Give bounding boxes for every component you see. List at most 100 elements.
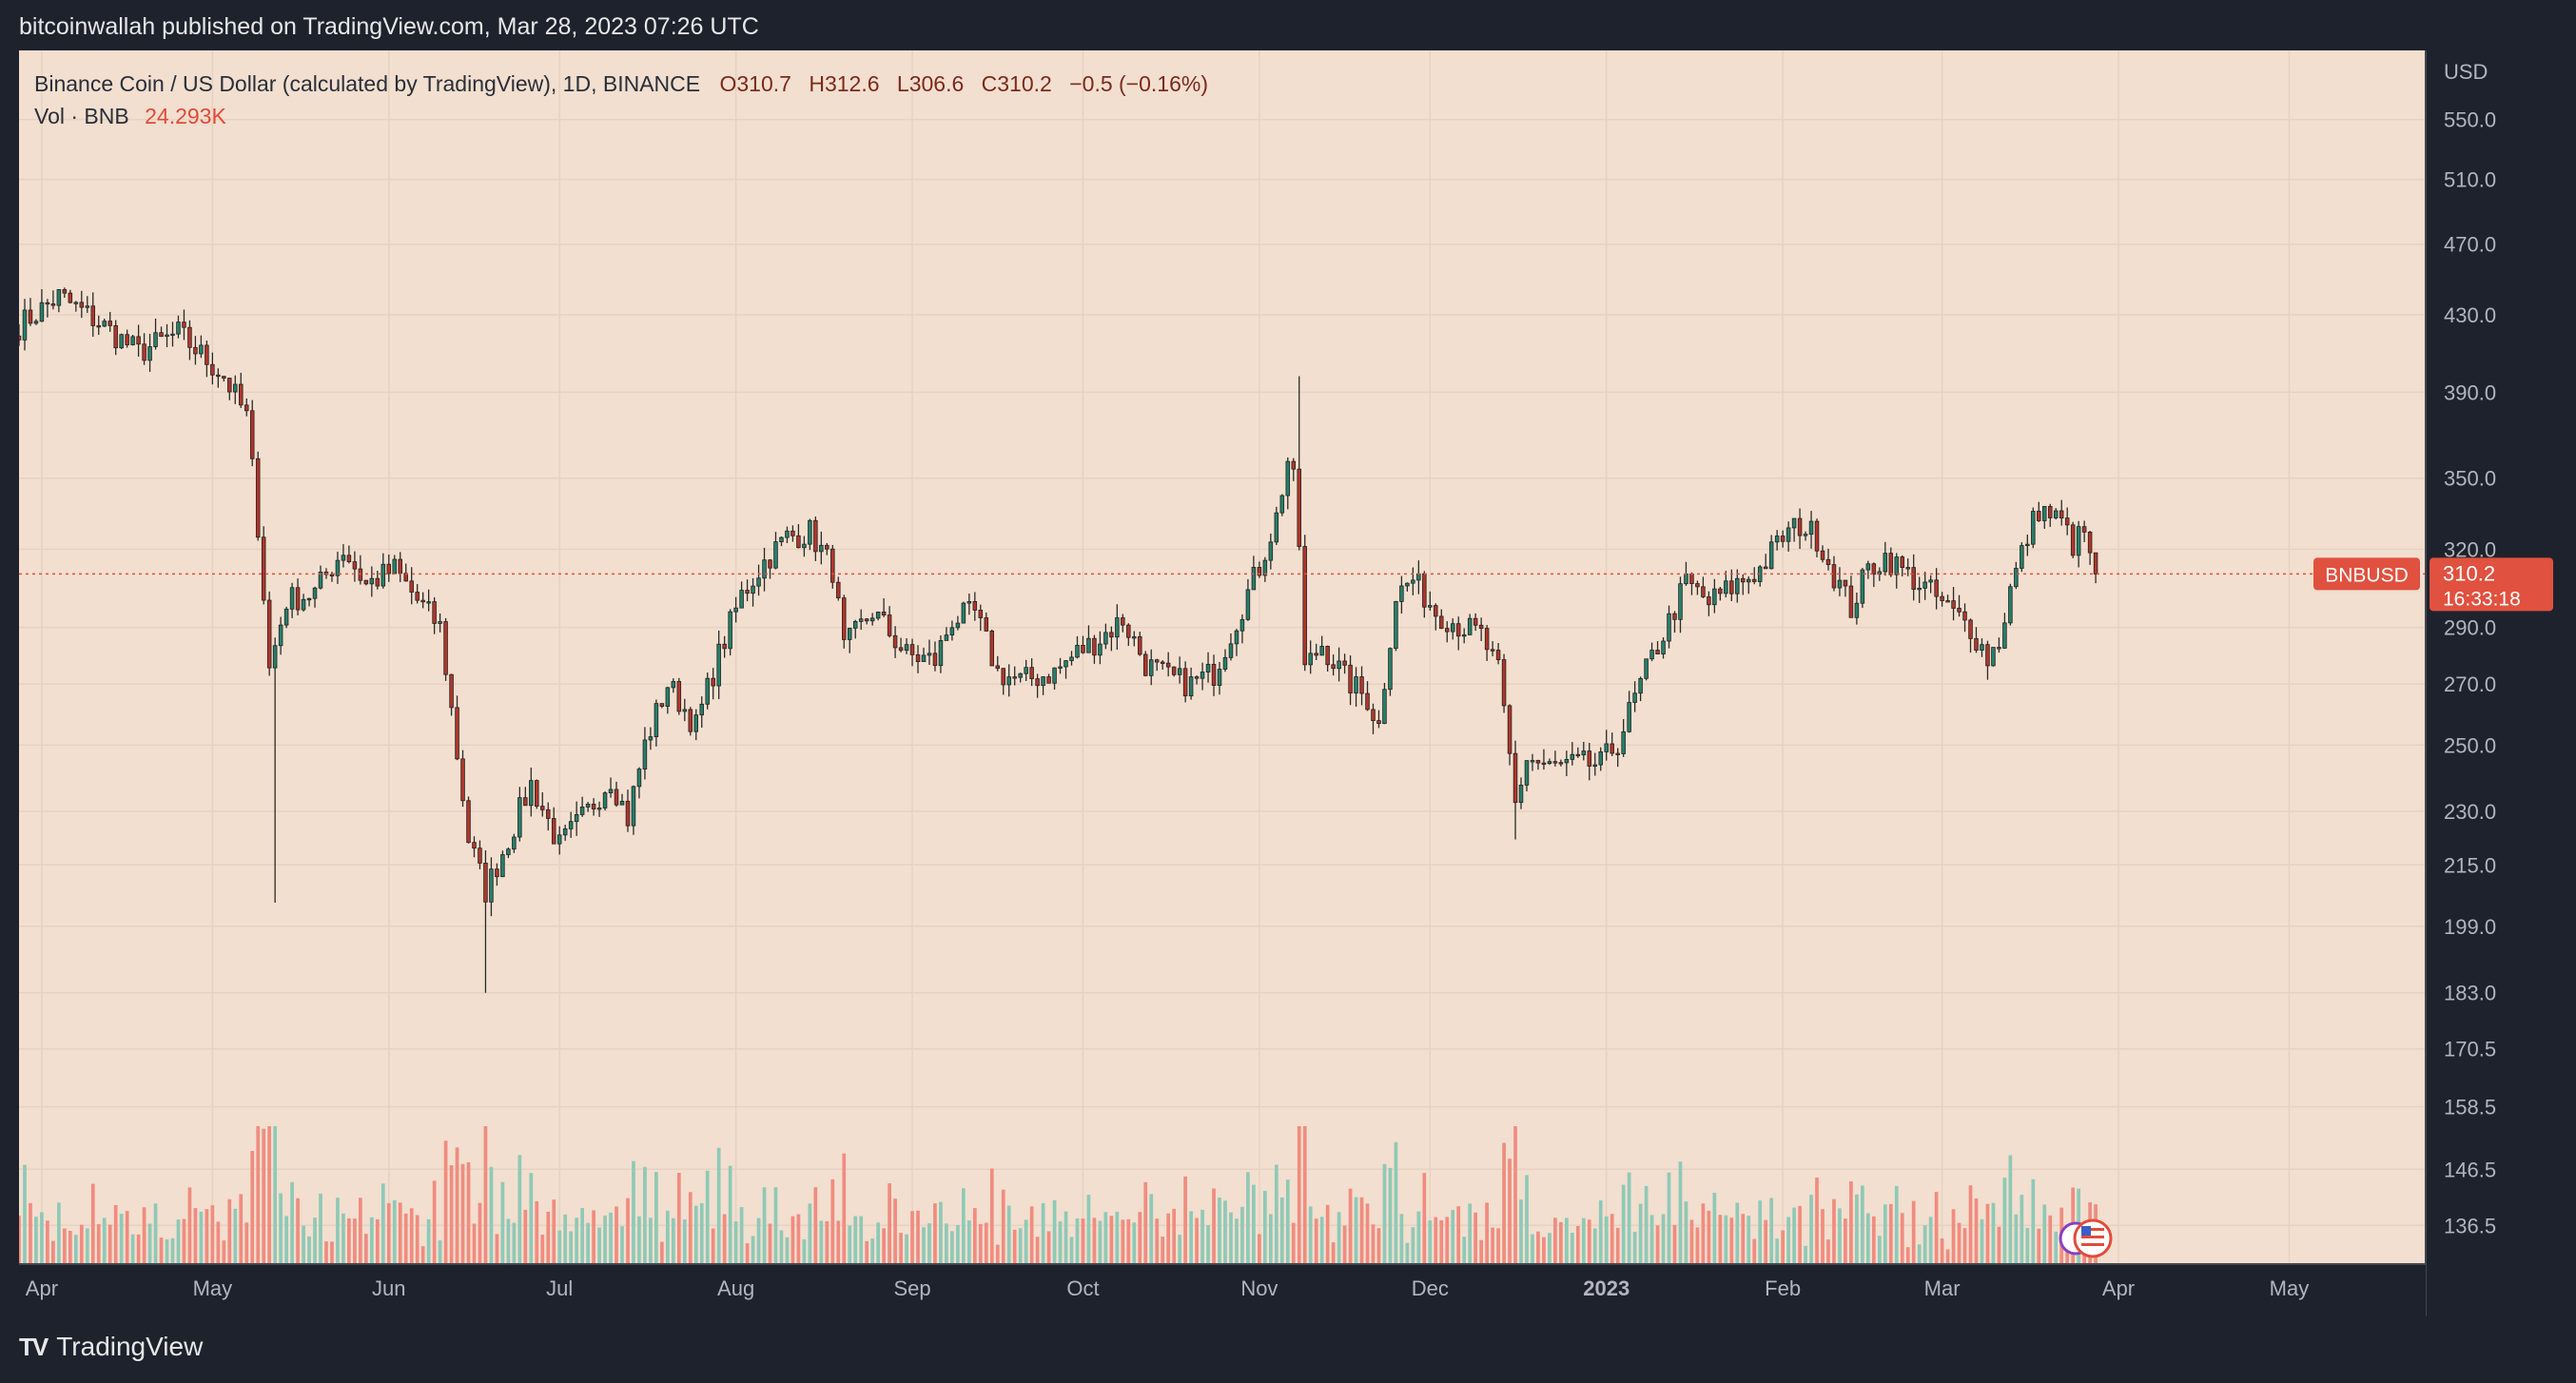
volume-bar: [876, 1222, 880, 1264]
candle-body: [1684, 573, 1688, 585]
volume-bar: [1138, 1212, 1142, 1264]
candle-body: [1991, 647, 1996, 667]
volume-bar: [244, 1222, 249, 1264]
time-axis: Apr May Jun Jul Aug Sep Oct Nov Dec 2023 Feb Mar Apr…: [19, 1263, 2426, 1316]
volume-bar: [210, 1205, 215, 1264]
volume-bar: [51, 1240, 55, 1264]
volume-bar: [1103, 1212, 1108, 1264]
candle-body: [1598, 751, 1603, 766]
candle-body: [1148, 659, 1154, 676]
candle-body: [68, 292, 73, 303]
volume-bar: [626, 1198, 630, 1264]
candle-body: [119, 334, 124, 349]
volume-bar: [699, 1202, 704, 1264]
volume-bar: [603, 1216, 607, 1264]
candle-body: [1211, 664, 1217, 686]
ticker-label: BNBUSD: [2325, 564, 2409, 586]
candle-body: [1922, 581, 1927, 589]
candle-body: [210, 363, 215, 376]
volume-bar: [1337, 1212, 1341, 1264]
candle-body: [460, 758, 465, 802]
volume-bar: [956, 1224, 960, 1264]
volume-bar: [90, 1183, 95, 1264]
volume-bar: [1086, 1195, 1091, 1264]
candle-body: [1382, 689, 1387, 725]
volume-bar: [1769, 1198, 1774, 1264]
volume-bar: [836, 1220, 841, 1264]
candle-body: [381, 563, 386, 587]
volume-bar: [85, 1228, 89, 1264]
volume-bar: [1046, 1231, 1051, 1264]
volume-bar: [546, 1211, 551, 1264]
candle-body: [944, 634, 949, 641]
candle-body: [898, 647, 904, 652]
candle-body: [147, 346, 152, 361]
volume-bar: [1223, 1200, 1227, 1264]
volume-bar: [1001, 1189, 1005, 1264]
candle-body: [79, 302, 85, 308]
volume-bar: [1985, 1203, 1990, 1264]
candle-body: [478, 847, 482, 864]
candle-body: [409, 580, 414, 593]
price-tick-label: 250.0: [2444, 733, 2496, 757]
candle-body: [272, 645, 278, 669]
candle-body: [688, 709, 693, 732]
candle-body: [1564, 758, 1570, 764]
candle-body: [842, 597, 847, 640]
volume-bar: [785, 1237, 790, 1264]
candle-body: [1535, 760, 1541, 764]
candle-body: [535, 780, 539, 808]
time-axis-bg: [19, 1264, 2426, 1316]
volume-bar: [273, 1126, 278, 1264]
volume-bar: [905, 1234, 908, 1264]
volume-bar: [233, 1208, 238, 1264]
volume-bar: [2008, 1155, 2013, 1264]
volume-bar: [978, 1223, 983, 1264]
price-chart[interactable]: USD 550.0 510.0 470.0 430.0 390.0 350.0 320.0 29…: [19, 50, 2557, 1316]
candle-body: [1154, 659, 1160, 663]
publish-info: bitcoinwallah published on TradingView.c…: [19, 13, 759, 40]
candle-body: [358, 568, 363, 581]
volume-bar: [222, 1240, 226, 1264]
volume-bar: [1991, 1202, 1996, 1264]
candle-body: [1012, 676, 1017, 679]
price-tick-label: 136.5: [2444, 1214, 2496, 1237]
volume-bar: [1764, 1219, 1768, 1264]
candle-body: [682, 709, 688, 712]
candle-body: [2002, 622, 2007, 649]
volume-bar: [1747, 1216, 1751, 1264]
candle-body: [1695, 583, 1700, 588]
volume-bar: [1172, 1208, 1177, 1264]
candle-body: [705, 677, 710, 705]
volume-value: 24.293K: [145, 104, 226, 128]
volume-bar: [1052, 1199, 1057, 1264]
volume-bar: [381, 1183, 385, 1264]
volume-bar: [1871, 1216, 1876, 1264]
candle-body: [1416, 573, 1421, 581]
candle-body: [1251, 567, 1257, 591]
candle-body: [73, 302, 79, 304]
volume-bar: [363, 1234, 368, 1264]
candle-body: [266, 599, 272, 669]
volume-bar: [671, 1217, 675, 1264]
volume-bar: [1781, 1230, 1785, 1264]
candle-body: [1797, 517, 1803, 536]
volume-bar: [916, 1210, 920, 1264]
candle-body: [955, 622, 961, 629]
candle-body: [1729, 580, 1734, 594]
candle-body: [1865, 563, 1871, 571]
candle-body: [1848, 585, 1854, 618]
volume-bar: [2020, 1195, 2024, 1264]
volume-bar: [563, 1214, 568, 1264]
volume-bar: [182, 1218, 186, 1264]
volume-bar: [716, 1147, 721, 1264]
candle-body: [1741, 577, 1746, 583]
candle-body: [932, 653, 938, 667]
volume-bar: [933, 1203, 937, 1264]
chart-panel[interactable]: USD 550.0 510.0 470.0 430.0 390.0 350.0 320.0 29…: [19, 50, 2557, 1316]
candle-body: [1512, 752, 1518, 804]
candle-body: [1689, 573, 1694, 584]
candle-body: [1552, 761, 1558, 764]
candle-body: [466, 800, 471, 844]
candle-body: [659, 703, 665, 707]
